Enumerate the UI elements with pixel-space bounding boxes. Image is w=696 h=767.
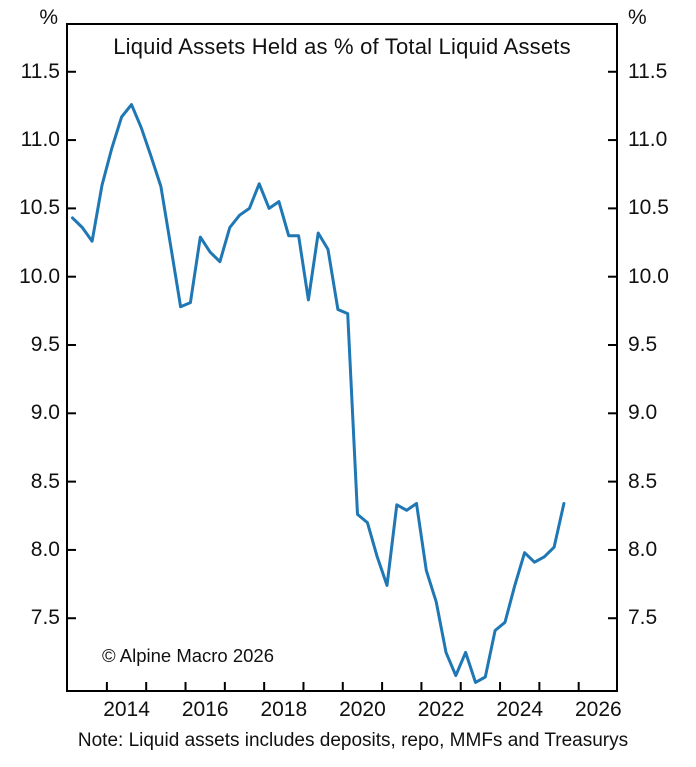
- y-axis-tick-label-left: 9.5: [30, 332, 60, 356]
- copyright-label: © Alpine Macro 2026: [102, 645, 275, 666]
- y-axis-tick-label-left: 8.0: [30, 537, 60, 561]
- y-axis-tick-label-right: 8.0: [628, 537, 658, 561]
- y-axis-tick-label-right: 11.5: [628, 59, 668, 83]
- x-axis-tick-label: 2024: [496, 698, 544, 721]
- y-axis-unit-right: %: [628, 6, 647, 29]
- x-axis-tick-label: 2014: [103, 698, 150, 721]
- y-axis-tick-label-right: 9.5: [628, 332, 658, 356]
- y-axis-tick-label-right: 8.5: [628, 469, 658, 493]
- x-axis-tick-label: 2022: [417, 698, 465, 721]
- y-axis-unit-left: %: [39, 6, 58, 29]
- x-axis-tick-label: 2020: [339, 698, 386, 721]
- y-axis-tick-label-right: 11.0: [628, 128, 668, 152]
- y-axis-tick-label-right: 10.5: [628, 196, 669, 220]
- chart-title: Liquid Assets Held as % of Total Liquid …: [113, 34, 571, 59]
- y-axis-tick-label-right: 9.0: [628, 401, 658, 425]
- footnote: Note: Liquid assets includes deposits, r…: [77, 730, 629, 751]
- y-axis-tick-label-left: 11.0: [20, 128, 60, 152]
- y-axis-tick-label-left: 8.5: [30, 469, 60, 493]
- y-axis-tick-label-left: 9.0: [30, 401, 60, 425]
- x-axis-tick-label: 2018: [260, 698, 308, 721]
- x-axis-tick-label: 2026: [574, 698, 622, 721]
- y-axis-tick-label-left: 10.0: [19, 264, 60, 288]
- plot-frame: [66, 23, 618, 692]
- y-axis-tick-label-left: 11.5: [20, 59, 60, 83]
- y-axis-tick-label-left: 10.5: [19, 196, 60, 220]
- x-axis-tick-label: 2016: [181, 698, 229, 721]
- y-axis-tick-label-right: 7.5: [628, 606, 658, 630]
- data-line-series: [71, 103, 566, 684]
- y-axis-tick-label-right: 10.0: [628, 264, 669, 288]
- y-axis-tick-label-left: 7.5: [30, 606, 60, 630]
